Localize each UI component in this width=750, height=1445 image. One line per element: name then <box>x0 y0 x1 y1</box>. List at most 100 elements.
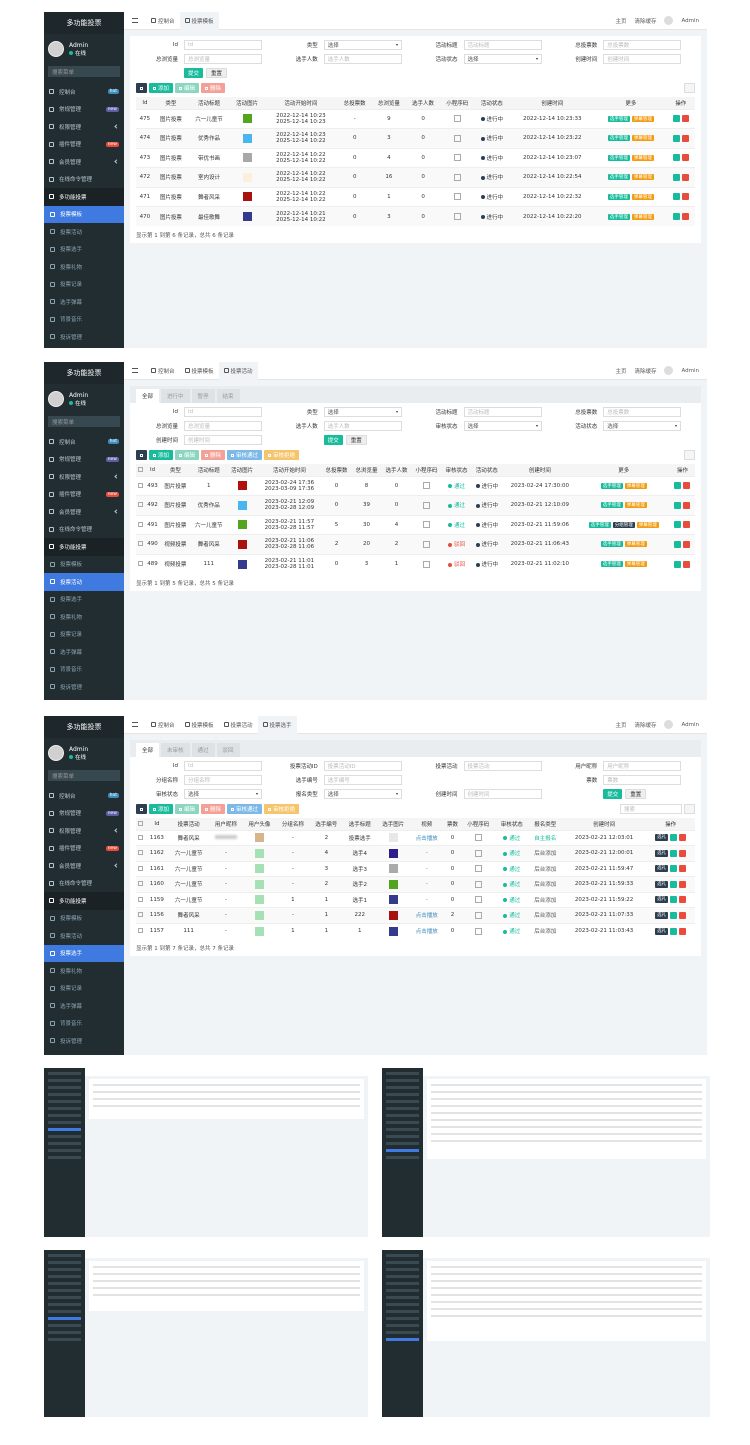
search-input[interactable]: 搜索 <box>620 804 682 814</box>
search-button[interactable] <box>684 83 695 93</box>
more-button[interactable]: 弹幕管理 <box>624 541 647 548</box>
toolbar-button[interactable]: 删除 <box>201 83 226 93</box>
checkbox[interactable] <box>138 928 144 933</box>
op-button[interactable] <box>681 134 689 142</box>
menu-toggle[interactable] <box>132 18 138 23</box>
filter-input[interactable]: 选手编号 <box>323 775 402 785</box>
more-button[interactable]: 弹幕管理 <box>631 115 654 122</box>
op-button[interactable] <box>681 173 689 181</box>
op-button[interactable] <box>681 154 689 162</box>
sub-tab[interactable]: 驳回 <box>216 743 240 757</box>
op-button[interactable]: 选礼 <box>655 865 669 873</box>
video-link[interactable]: 点击播放 <box>415 913 438 920</box>
op-button[interactable] <box>670 865 678 873</box>
op-button[interactable]: 选礼 <box>655 927 669 935</box>
more-button[interactable]: 弹幕管理 <box>636 521 659 528</box>
menu-item[interactable]: 背景音乐 <box>44 311 124 329</box>
op-button[interactable] <box>674 521 682 529</box>
op-button[interactable] <box>672 154 680 162</box>
menu-item[interactable]: 投票选手 <box>44 241 124 259</box>
more-button[interactable]: 弹幕管理 <box>631 193 654 200</box>
op-button[interactable] <box>674 560 682 568</box>
filter-select[interactable]: 选择 <box>323 40 402 50</box>
op-button[interactable]: 选礼 <box>655 896 669 904</box>
top-tab[interactable]: 投票模板 <box>179 12 219 30</box>
toolbar-button[interactable]: 编辑 <box>175 804 200 814</box>
checkbox[interactable] <box>137 502 143 508</box>
filter-select[interactable]: 选择 <box>463 54 542 64</box>
op-button[interactable] <box>670 911 678 919</box>
search-button[interactable] <box>684 804 695 814</box>
op-button[interactable] <box>683 521 691 529</box>
op-button[interactable] <box>683 560 691 568</box>
more-button[interactable]: 选手管理 <box>588 521 611 528</box>
more-button[interactable]: 选手管理 <box>607 154 630 161</box>
op-button[interactable] <box>674 482 682 490</box>
more-button[interactable]: 弹幕管理 <box>624 502 647 509</box>
menu-item[interactable]: 投诉管理 <box>44 1032 124 1050</box>
checkbox[interactable] <box>138 912 144 918</box>
checkbox[interactable] <box>138 865 144 871</box>
checkbox[interactable] <box>137 561 143 566</box>
top-tab[interactable]: 投票活动 <box>219 716 258 734</box>
sub-tab[interactable]: 全部 <box>136 389 160 403</box>
checkbox[interactable] <box>138 850 144 856</box>
top-tab[interactable]: 投票选手 <box>257 716 297 734</box>
top-link[interactable]: 清除缓存 <box>634 18 657 25</box>
menu-item[interactable]: 插件管理 new <box>44 486 124 504</box>
op-button[interactable] <box>672 213 680 220</box>
op-button[interactable] <box>670 896 678 904</box>
toolbar-button[interactable]: 添加 <box>149 450 174 460</box>
form-button[interactable]: 提交 <box>184 68 204 78</box>
sub-tab[interactable]: 全部 <box>136 743 160 757</box>
filter-input[interactable]: 选手人数 <box>323 54 402 64</box>
video-link[interactable]: - <box>425 881 428 888</box>
toolbar-button[interactable]: 添加 <box>149 804 174 814</box>
form-button[interactable]: 重置 <box>206 68 228 78</box>
op-button[interactable] <box>679 927 687 935</box>
toolbar-button[interactable]: 审核拒绝 <box>264 804 300 814</box>
filter-input[interactable]: 用户昵称 <box>603 761 682 771</box>
filter-input[interactable]: 投票活动 <box>463 761 542 771</box>
toolbar-button[interactable] <box>136 804 147 814</box>
menu-item[interactable]: 在线命令管理 <box>44 171 124 189</box>
menu-item[interactable]: 插件管理 new <box>44 840 124 858</box>
menu-item[interactable]: 选手弹幕 <box>44 643 124 661</box>
menu-item[interactable]: 投票记录 <box>44 980 124 998</box>
filter-select[interactable]: 选择 <box>323 789 402 799</box>
filter-input[interactable]: Id <box>184 407 262 417</box>
more-button[interactable]: 弹幕管理 <box>624 561 647 567</box>
top-tab[interactable]: 控制台 <box>146 362 180 380</box>
filter-input[interactable]: 总投票数 <box>603 407 682 417</box>
filter-input[interactable]: 选手人数 <box>323 421 402 431</box>
op-button[interactable]: 选礼 <box>655 880 669 888</box>
form-button[interactable]: 重置 <box>345 435 367 445</box>
filter-input[interactable]: 创建时间 <box>463 789 542 799</box>
checkbox[interactable] <box>137 521 143 527</box>
menu-item[interactable]: 控制台 hot <box>44 787 124 805</box>
filter-input[interactable]: 分组名称 <box>184 775 262 785</box>
op-button[interactable] <box>683 540 691 548</box>
menu-toggle[interactable] <box>132 722 138 727</box>
more-button[interactable]: 选手管理 <box>607 135 630 142</box>
video-link[interactable]: 点击播放 <box>415 929 438 935</box>
checkbox[interactable] <box>138 834 144 840</box>
menu-item[interactable]: 投票模板 <box>44 910 124 928</box>
op-button[interactable] <box>672 134 680 142</box>
menu-item[interactable]: 常规管理 new <box>44 451 124 469</box>
top-link[interactable]: 主页 <box>615 722 627 729</box>
filter-input[interactable]: 投票活动ID <box>323 761 402 771</box>
menu-item[interactable]: 在线命令管理 <box>44 875 124 893</box>
top-link[interactable]: Admin <box>681 17 699 24</box>
menu-item[interactable]: 投票记录 <box>44 626 124 644</box>
menu-item[interactable]: 会员管理 <box>44 857 124 875</box>
op-button[interactable] <box>679 896 687 904</box>
more-button[interactable]: 选手管理 <box>600 541 623 548</box>
op-button[interactable] <box>679 834 687 842</box>
menu-item[interactable]: 报名选项 <box>44 696 124 701</box>
sub-tab[interactable]: 进行中 <box>161 389 190 403</box>
checkbox[interactable] <box>137 541 143 547</box>
filter-select[interactable]: 选择 <box>184 789 262 799</box>
toolbar-button[interactable] <box>136 450 147 460</box>
op-button[interactable] <box>679 911 687 919</box>
